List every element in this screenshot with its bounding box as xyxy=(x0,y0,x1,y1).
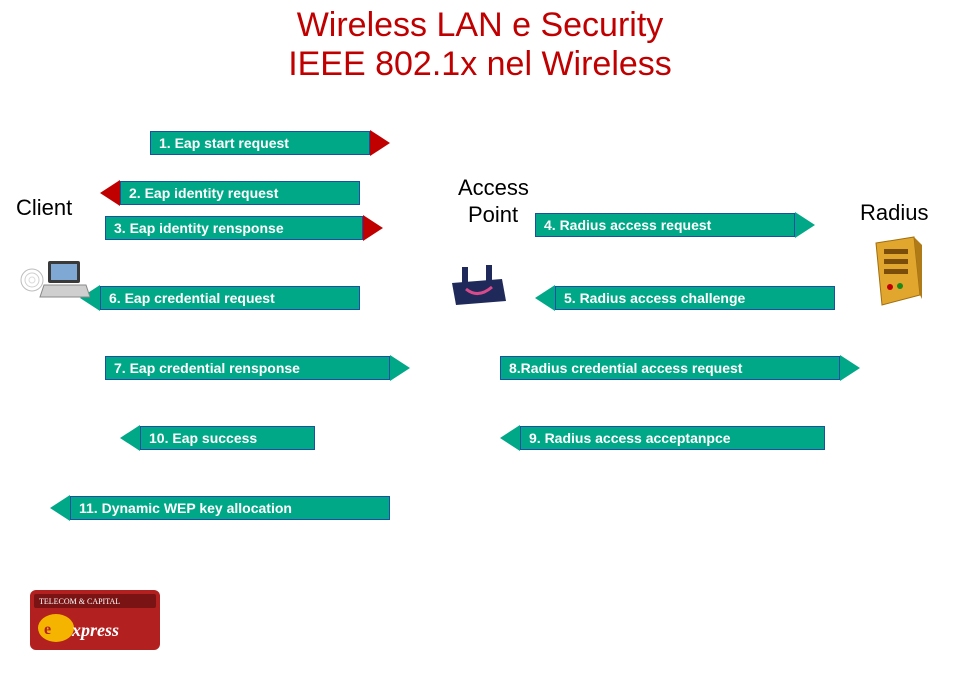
radius-label: Radius xyxy=(860,200,928,226)
arrow-step-8: 8.Radius credential access request xyxy=(500,355,860,381)
access-label-line1: Access xyxy=(458,175,529,201)
arrow-label: 2. Eap identity request xyxy=(120,181,360,205)
arrow-label: 3. Eap identity rensponse xyxy=(105,216,363,240)
slide-title: Wireless LAN e Security IEEE 802.1x nel … xyxy=(0,0,960,84)
arrow-step-3: 3. Eap identity rensponse xyxy=(105,215,383,241)
arrow-tip-left-icon xyxy=(500,425,520,451)
arrow-label: 6. Eap credential request xyxy=(100,286,360,310)
arrow-step-7: 7. Eap credential rensponse xyxy=(105,355,410,381)
arrow-step-10: 10. Eap success xyxy=(120,425,315,451)
arrow-tip-right-icon xyxy=(840,355,860,381)
radius-server-icon xyxy=(870,235,925,315)
arrow-label: 9. Radius access acceptanpce xyxy=(520,426,825,450)
arrow-tip-left-icon xyxy=(535,285,555,311)
arrow-step-11: 11. Dynamic WEP key allocation xyxy=(50,495,390,521)
arrow-tip-right-icon xyxy=(795,212,815,238)
arrow-tip-right-icon xyxy=(390,355,410,381)
title-line2: IEEE 802.1x nel Wireless xyxy=(0,45,960,84)
arrow-step-6: 6. Eap credential request xyxy=(80,285,360,311)
arrow-step-5: 5. Radius access challenge xyxy=(535,285,835,311)
access-point-icon xyxy=(448,265,508,315)
arrow-step-2: 2. Eap identity request xyxy=(100,180,360,206)
access-label-line2: Point xyxy=(468,202,518,228)
arrow-label: 4. Radius access request xyxy=(535,213,795,237)
svg-text:xpress: xpress xyxy=(71,620,119,640)
arrow-step-1: 1. Eap start request xyxy=(150,130,390,156)
arrow-tip-right-icon xyxy=(363,215,383,241)
arrow-label: 7. Eap credential rensponse xyxy=(105,356,390,380)
arrow-tip-right-icon xyxy=(370,130,390,156)
arrow-label: 11. Dynamic WEP key allocation xyxy=(70,496,390,520)
svg-text:e: e xyxy=(44,621,51,638)
arrow-label: 1. Eap start request xyxy=(150,131,370,155)
express-logo-icon: TELECOM & CAPITAL e xpress xyxy=(30,590,160,655)
svg-text:TELECOM & CAPITAL: TELECOM & CAPITAL xyxy=(39,597,120,606)
arrow-label: 5. Radius access challenge xyxy=(555,286,835,310)
arrow-tip-left-icon xyxy=(120,425,140,451)
client-label: Client xyxy=(16,195,72,221)
title-line1: Wireless LAN e Security xyxy=(0,6,960,45)
arrow-tip-left-icon xyxy=(50,495,70,521)
arrow-step-4: 4. Radius access request xyxy=(535,212,815,238)
arrow-tip-left-icon xyxy=(100,180,120,206)
arrow-step-9: 9. Radius access acceptanpce xyxy=(500,425,825,451)
arrow-label: 10. Eap success xyxy=(140,426,315,450)
arrow-label: 8.Radius credential access request xyxy=(500,356,840,380)
laptop-icon xyxy=(20,255,90,310)
